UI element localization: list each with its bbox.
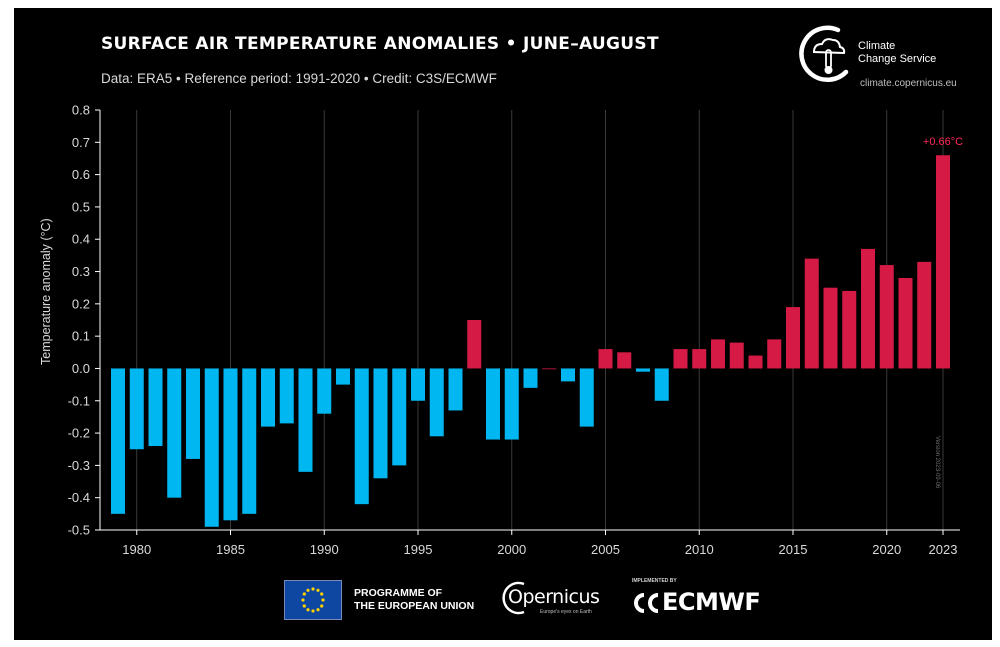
- bar-1979: [111, 368, 125, 514]
- x-tick-label: 2005: [591, 542, 620, 557]
- bar-1998: [467, 320, 482, 369]
- y-tick-label: -0.3: [68, 458, 90, 473]
- c3s-name-line1: Climate: [858, 40, 896, 52]
- bar-2021: [898, 278, 913, 369]
- bar-2007: [636, 368, 650, 372]
- implemented-by-label: IMPLEMENTED BY: [632, 578, 677, 584]
- bar-2014: [767, 339, 782, 369]
- bar-1982: [167, 368, 182, 498]
- y-tick-label: 0.8: [72, 103, 90, 118]
- version-stamp: Version 2023-09-06: [934, 436, 940, 489]
- y-tick-label: -0.4: [68, 490, 90, 505]
- bar-1993: [373, 368, 388, 479]
- bar-1983: [186, 368, 200, 459]
- bar-2011: [711, 339, 725, 369]
- y-axis-label: Temperature anomaly (°C): [39, 218, 53, 365]
- bar-2006: [617, 352, 632, 369]
- copernicus-tagline: Europe's eyes on Earth: [540, 609, 592, 615]
- y-tick-label: 0.4: [72, 232, 90, 247]
- bar-2008: [654, 368, 669, 401]
- y-tick-label: 0.1: [72, 329, 90, 344]
- bar-2022: [917, 261, 932, 369]
- bar-2015: [786, 307, 800, 369]
- bar-1987: [261, 368, 275, 427]
- c3s-logo-icon: [799, 25, 849, 83]
- bar-2019: [861, 248, 875, 369]
- bar-2000: [504, 368, 519, 440]
- eu-text-line1: PROGRAMME OF: [354, 587, 443, 599]
- bar-1988: [279, 368, 294, 424]
- bar-1985: [223, 368, 238, 521]
- y-tick-label: 0.6: [72, 167, 90, 182]
- bar-2010: [692, 349, 707, 369]
- ecmwf-name: ECMWF: [662, 588, 761, 616]
- x-tick-label: 1980: [122, 542, 151, 557]
- bar-1995: [411, 368, 425, 401]
- eu-programme-text: PROGRAMME OF THE EUROPEAN UNION: [354, 587, 474, 613]
- grid-lines: [136, 110, 944, 530]
- bar-1996: [429, 368, 444, 437]
- annotation-label: +0.66°C: [923, 136, 963, 148]
- bar-2023: [936, 155, 950, 369]
- chart-title: SURFACE AIR TEMPERATURE ANOMALIES • JUNE…: [101, 34, 659, 54]
- y-tick-labels: 0.8 0.7 0.6 0.5 0.4 0.3 0.2 0.1 0.0 -0.1 -0.2 -0.3 -…: [68, 103, 90, 538]
- bar-1990: [317, 368, 332, 414]
- copernicus-logo-icon: [502, 581, 525, 615]
- bar-2004: [579, 368, 594, 427]
- y-tick-label: -0.5: [68, 523, 90, 538]
- y-tick-label: 0.7: [72, 135, 90, 150]
- bar-2001: [523, 368, 538, 388]
- y-tick-label: 0.2: [72, 296, 90, 311]
- bar-1980: [129, 368, 144, 450]
- c3s-url: climate.copernicus.eu: [860, 78, 957, 89]
- eu-flag-icon: [284, 580, 342, 620]
- x-tick-label: 2000: [497, 542, 526, 557]
- bar-1992: [354, 368, 369, 505]
- bar-2017: [823, 287, 838, 369]
- y-tick-label: -0.1: [68, 393, 90, 408]
- y-tick-label: 0.0: [72, 361, 90, 376]
- c3s-name: Climate Change Service: [858, 40, 968, 66]
- x-tick-label: 2020: [872, 542, 901, 557]
- chart-subtitle: Data: ERA5 • Reference period: 1991-2020…: [101, 71, 497, 86]
- bars: [111, 155, 950, 527]
- bar-1986: [242, 368, 257, 514]
- bar-1991: [336, 368, 350, 385]
- bar-2003: [561, 368, 575, 382]
- x-tick-label: 2023: [929, 542, 958, 557]
- eu-text-line2: THE EUROPEAN UNION: [354, 600, 475, 612]
- x-tick-label: 1990: [310, 542, 339, 557]
- bar-2013: [748, 355, 763, 369]
- bar-2009: [673, 349, 688, 369]
- bar-2012: [729, 342, 744, 369]
- x-tick-labels: 1980 1985 1990 1995 2000 2005 2010 2015 2020 2023: [122, 530, 957, 557]
- bar-1994: [392, 368, 407, 466]
- bar-1999: [486, 368, 500, 440]
- ecmwf-logo-icon: [634, 593, 659, 613]
- bar-1989: [298, 368, 313, 472]
- bar-2018: [842, 290, 857, 369]
- bar-1984: [204, 368, 219, 527]
- y-tick-label: 0.3: [72, 264, 90, 279]
- x-tick-label: 1995: [404, 542, 433, 557]
- bar-2002: [542, 368, 557, 370]
- x-tick-label: 2015: [779, 542, 808, 557]
- x-tick-label: 1985: [216, 542, 245, 557]
- y-tick-label: -0.2: [68, 426, 90, 441]
- bar-1981: [148, 368, 163, 446]
- bar-1997: [448, 368, 463, 411]
- copernicus-name: Opernicus: [508, 586, 600, 608]
- y-tick-label: 0.5: [72, 199, 90, 214]
- x-tick-label: 2010: [685, 542, 714, 557]
- c3s-name-line2: Change Service: [858, 53, 937, 65]
- axes: [95, 109, 960, 531]
- bar-2005: [598, 349, 613, 369]
- bar-2020: [879, 265, 894, 369]
- bar-2016: [804, 258, 819, 369]
- footer-logos: PROGRAMME OF THE EUROPEAN UNION Opernicu…: [0, 568, 1000, 628]
